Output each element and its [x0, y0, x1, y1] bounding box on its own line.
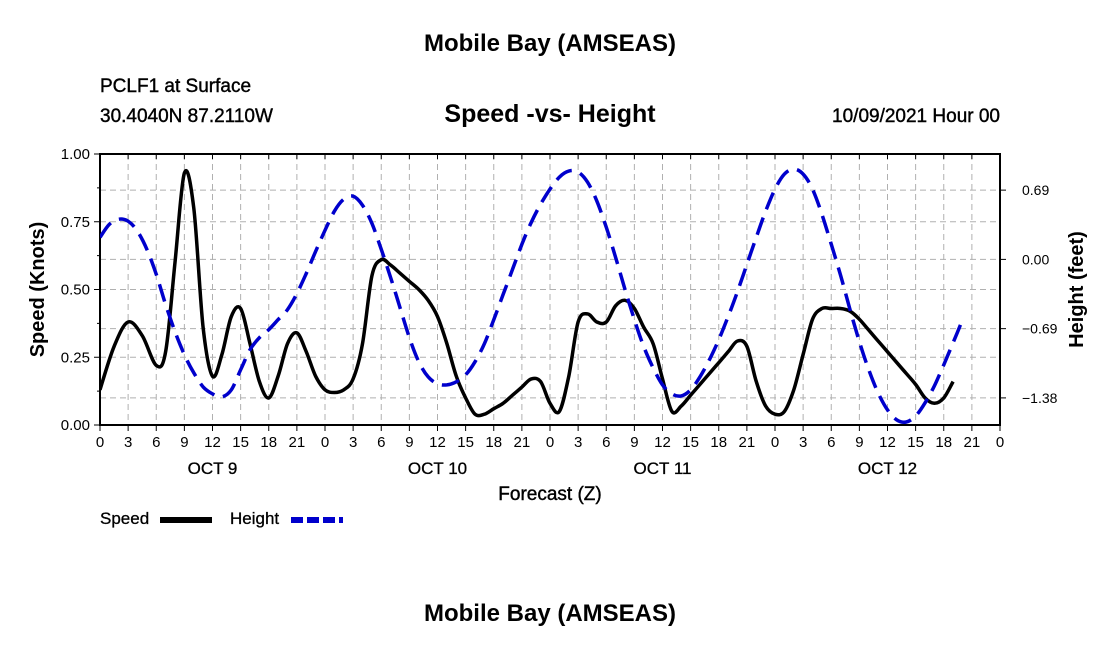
legend-height-label: Height [230, 509, 280, 528]
x-tick-label: 0 [546, 434, 554, 451]
x-tick-label: 0 [771, 434, 779, 451]
x-tick-label: 12 [654, 434, 671, 451]
x-tick-label: 21 [514, 434, 531, 451]
forecast-datetime: 10/09/2021 Hour 00 [832, 106, 1000, 127]
height-series-line [100, 167, 965, 425]
y2-tick-label: 0.69 [1022, 182, 1049, 198]
x-tick-label: 0 [996, 434, 1004, 451]
station-label: PCLF1 at Surface [100, 76, 252, 97]
x-tick-label: 18 [485, 434, 502, 451]
day-label: OCT 12 [858, 459, 917, 478]
y2-axis-title: Height (feet) [1066, 231, 1088, 348]
x-tick-label: 15 [907, 434, 924, 451]
x-tick-label: 15 [232, 434, 249, 451]
y-tick-label: 0.75 [61, 214, 90, 231]
x-tick-label: 15 [682, 434, 699, 451]
x-tick-label: 21 [739, 434, 756, 451]
y-tick-label: 0.25 [61, 349, 90, 366]
y2-tick-label: −0.69 [1022, 321, 1058, 337]
y-tick-label: 0.50 [61, 282, 90, 299]
legend-speed-label: Speed [100, 509, 150, 528]
speed-series-line [100, 169, 955, 418]
x-axis-title: Forecast (Z) [498, 484, 601, 505]
x-tick-label: 6 [602, 434, 610, 451]
y2-tick-label: −1.38 [1022, 390, 1058, 406]
x-tick-label: 9 [180, 434, 188, 451]
day-label: OCT 11 [634, 459, 692, 478]
x-tick-label: 9 [855, 434, 863, 451]
x-tick-label: 9 [405, 434, 413, 451]
x-tick-label: 6 [152, 434, 160, 451]
x-tick-label: 3 [799, 434, 807, 451]
x-tick-label: 12 [429, 434, 446, 451]
x-tick-label: 0 [96, 434, 104, 451]
grid-layer [100, 154, 1000, 425]
y2-tick-label: 0.00 [1022, 251, 1049, 267]
x-tick-label: 12 [879, 434, 896, 451]
y-axis-title: Speed (Knots) [27, 222, 49, 358]
x-tick-label: 21 [964, 434, 981, 451]
x-tick-label: 3 [124, 434, 132, 451]
day-label: OCT 9 [188, 459, 238, 478]
x-tick-label: 18 [935, 434, 952, 451]
x-tick-label: 3 [574, 434, 582, 451]
x-tick-label: 6 [377, 434, 385, 451]
y-tick-label: 0.00 [61, 417, 90, 434]
footer-title: Mobile Bay (AMSEAS) [423, 600, 677, 627]
x-tick-label: 3 [349, 434, 357, 451]
plot-frame [99, 153, 1001, 426]
x-tick-label: 9 [630, 434, 638, 451]
page-title: Mobile Bay (AMSEAS) [423, 30, 677, 57]
x-tick-label: 18 [260, 434, 277, 451]
x-tick-label: 18 [710, 434, 727, 451]
axis-layer: 0 3 6 9 12 15 18 21 0 3 6 9 12 15 18 21 0 3 6 9 12 15 18 21 0 3 6 9… [27, 146, 1088, 505]
day-label: OCT 10 [408, 459, 467, 478]
x-tick-label: 21 [289, 434, 306, 451]
series-layer [100, 167, 965, 425]
y-tick-label: 1.00 [61, 146, 90, 163]
x-tick-label: 12 [204, 434, 221, 451]
x-tick-label: 0 [321, 434, 329, 451]
chart-subtitle: Speed -vs- Height [444, 100, 656, 128]
x-tick-label: 15 [457, 434, 474, 451]
station-coordinates: 30.4040N 87.2110W [100, 106, 273, 127]
x-tick-label: 6 [827, 434, 835, 451]
